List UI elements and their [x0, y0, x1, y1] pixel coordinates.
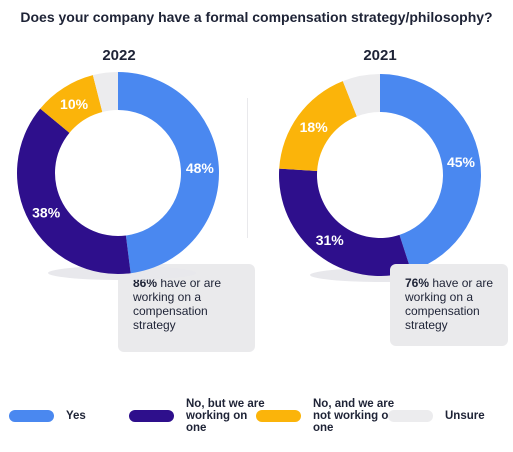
note-box-2021: 76% have or are working on a compensatio… — [390, 264, 508, 346]
data-label-2022-yes: 48% — [186, 160, 215, 176]
data-label-2022-not-working: 10% — [60, 96, 89, 112]
chart-divider — [247, 98, 248, 238]
chart-title: Does your company have a formal compensa… — [20, 9, 493, 25]
donut-slice-2022-not-working — [40, 75, 103, 133]
year-label-2021: 2021 — [363, 47, 397, 64]
data-label-2021-not-working: 18% — [300, 119, 329, 135]
note-text-2022: have or are working on a compensation st… — [133, 276, 222, 332]
donut-slice-2021-unsure — [342, 74, 380, 117]
donut-slice-2022-yes — [118, 72, 219, 274]
donut-slice-2022-unsure — [92, 72, 118, 112]
data-label-2022-working: 38% — [32, 205, 61, 221]
legend-item-not-working: No, and we are not working on one — [256, 398, 403, 434]
donut-slice-2021-yes — [380, 74, 481, 272]
legend-swatch-unsure — [388, 410, 433, 422]
donut-slice-2021-not-working — [279, 81, 357, 172]
legend-label-working: No, but we are working on one — [186, 398, 265, 434]
data-label-2021-working: 31% — [316, 232, 345, 248]
legend-swatch-yes — [9, 410, 54, 422]
donut-slice-2021-working — [278, 168, 412, 276]
year-label-2022: 2022 — [102, 47, 136, 64]
note-percent-2021: 76% — [405, 276, 430, 290]
legend-item-unsure: Unsure — [388, 410, 485, 422]
legend-swatch-not-working — [256, 410, 301, 422]
legend-item-yes: Yes — [9, 410, 86, 422]
legend-item-working: No, but we are working on one — [129, 398, 268, 434]
legend-swatch-working — [129, 410, 174, 422]
donut-slice-2022-working — [17, 108, 131, 274]
note-text-2021: have or are working on a compensation st… — [405, 276, 494, 332]
legend-label-not-working: No, and we are not working on one — [313, 398, 396, 434]
data-label-2021-yes: 45% — [447, 154, 476, 170]
legend-label-yes: Yes — [66, 410, 86, 422]
legend-label-unsure: Unsure — [445, 410, 485, 422]
